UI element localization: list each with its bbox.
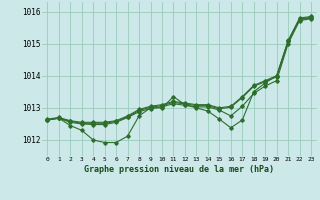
X-axis label: Graphe pression niveau de la mer (hPa): Graphe pression niveau de la mer (hPa) <box>84 165 274 174</box>
